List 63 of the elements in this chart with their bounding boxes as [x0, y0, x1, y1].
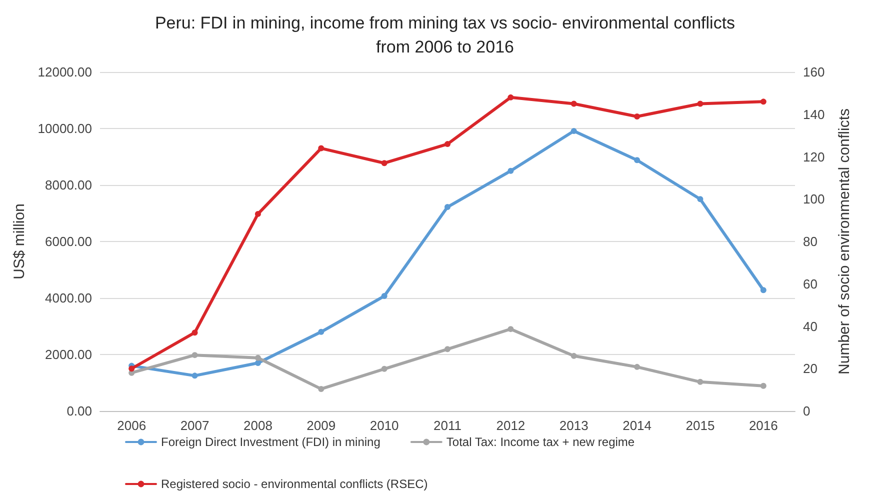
- legend-label: Foreign Direct Investment (FDI) in mining: [161, 435, 380, 449]
- x-tick-label: 2007: [180, 418, 210, 433]
- y-axis-title: US$ million: [10, 204, 28, 280]
- y2-tick-label: 160: [803, 64, 825, 80]
- point: [444, 346, 450, 352]
- x-tick-label: 2008: [243, 418, 272, 433]
- y2-tick-label: 100: [803, 192, 825, 207]
- y-tick-label: 2000.00: [45, 347, 92, 362]
- point: [318, 145, 324, 152]
- point: [381, 366, 388, 372]
- x-tick-label: 2015: [686, 418, 715, 433]
- point: [760, 287, 766, 294]
- y2-tick-label: 140: [803, 106, 825, 122]
- x-tick-label: 2006: [117, 418, 146, 433]
- point: [634, 364, 640, 370]
- point: [192, 372, 198, 379]
- point: [444, 204, 450, 210]
- legend-label: Total Tax: Income tax + new regime: [446, 435, 635, 449]
- point: [318, 328, 324, 335]
- x-tick-label: 2016: [748, 418, 778, 433]
- point: [760, 382, 766, 389]
- point: [192, 352, 198, 358]
- y-tick-label: 8000.00: [45, 178, 92, 192]
- point: [570, 100, 577, 107]
- x-tick-label: 2014: [622, 418, 652, 433]
- point: [381, 293, 388, 300]
- point: [508, 326, 514, 332]
- y2-tick-label: 40: [803, 318, 818, 334]
- x-tick-label: 2009: [306, 418, 336, 433]
- point: [128, 366, 135, 372]
- y2-tick-label: 80: [803, 234, 818, 249]
- x-tick-label: 2013: [559, 418, 588, 433]
- y2-axis-title: Number of socio environmental conflicts: [836, 108, 853, 374]
- y-tick-label: 10000.00: [38, 121, 92, 136]
- chart-title: Peru: FDI in mining, income from mining tax vs socio- environmental conflicts from 2006 to 2016: [154, 14, 736, 56]
- y-tick-label: 4000.00: [45, 290, 92, 306]
- point: [508, 94, 514, 100]
- point: [634, 157, 640, 164]
- point: [570, 352, 577, 359]
- point: [318, 386, 324, 392]
- point: [697, 100, 704, 107]
- x-tick-label: 2010: [370, 418, 399, 433]
- legend-label: Registered socio - environmental conflicts (RSEC): [161, 477, 428, 491]
- point: [508, 168, 514, 174]
- y2-tick-label: 20: [803, 361, 818, 376]
- x-tick-label: 2012: [496, 418, 526, 433]
- point: [192, 330, 198, 336]
- point: [697, 378, 704, 385]
- point: [697, 196, 704, 202]
- y2-tick-label: 120: [803, 149, 825, 164]
- y-tick-label: 0.00: [66, 404, 92, 418]
- point: [634, 113, 640, 120]
- y-tick-label: 12000.00: [38, 64, 92, 80]
- y-tick-label: 6000.00: [45, 234, 92, 249]
- point: [254, 354, 261, 361]
- point: [570, 128, 577, 134]
- y2-tick-label: 60: [803, 276, 818, 292]
- y2-tick-label: 0: [803, 404, 810, 418]
- x-tick-label: 2011: [434, 418, 462, 433]
- point: [760, 98, 766, 105]
- point: [254, 210, 261, 217]
- point: [444, 141, 450, 148]
- point: [381, 160, 388, 166]
